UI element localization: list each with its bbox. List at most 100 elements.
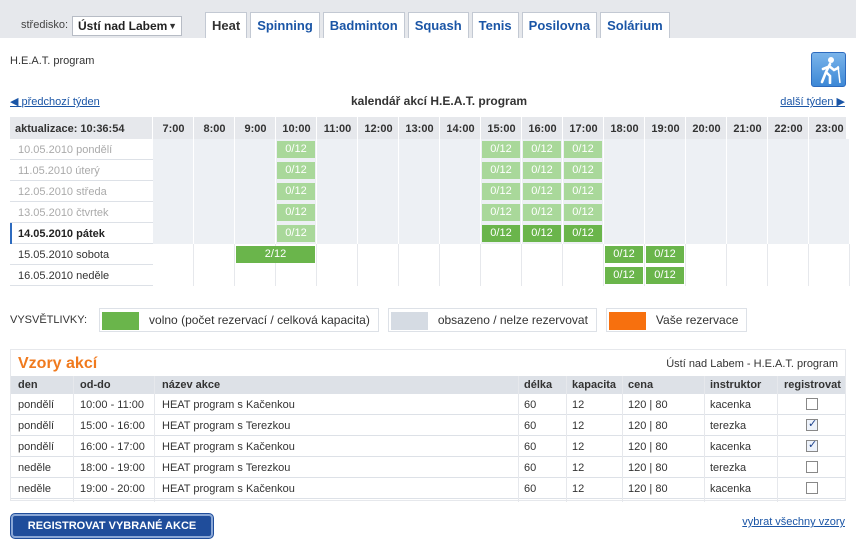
time-cell bbox=[727, 265, 768, 286]
day-label: 13.05.2010 čtvrtek bbox=[18, 207, 109, 219]
time-cell bbox=[809, 160, 850, 181]
cell-time: 18:00 - 19:00 bbox=[80, 462, 145, 474]
table-row: neděle 19:00 - 20:00 HEAT program s Kačenk… bbox=[11, 478, 845, 499]
cell-capacity: 12 bbox=[572, 462, 585, 474]
calendar-title: kalendář akcí H.E.A.T. program bbox=[350, 94, 528, 108]
hour-header: 21:00 bbox=[733, 123, 762, 135]
time-cell bbox=[194, 244, 235, 265]
cell-instructor: terezka bbox=[710, 420, 747, 432]
time-cell bbox=[768, 160, 809, 181]
next-week-link[interactable]: další týden ▶ bbox=[780, 96, 845, 108]
column-header: cena bbox=[628, 379, 654, 391]
event-slot: 0/12 bbox=[277, 204, 315, 221]
tab-3[interactable]: Squash bbox=[407, 12, 469, 38]
grid-divider bbox=[521, 117, 522, 139]
cell-den: neděle bbox=[18, 483, 52, 495]
column-header: kapacita bbox=[572, 379, 617, 391]
day-row: 13.05.2010 čtvrtek 0/12 0/12 0/12 0/12 bbox=[10, 202, 850, 223]
time-cell bbox=[645, 223, 686, 244]
time-cell bbox=[440, 223, 481, 244]
time-cell bbox=[235, 265, 276, 286]
cell-name: HEAT program s Terezkou bbox=[162, 462, 291, 474]
time-cell bbox=[809, 202, 850, 223]
time-cell bbox=[358, 223, 399, 244]
time-cell bbox=[645, 181, 686, 202]
time-cell bbox=[276, 265, 317, 286]
register-checkbox[interactable] bbox=[806, 438, 818, 452]
event-slot[interactable]: 0/12 bbox=[646, 267, 684, 284]
event-slot[interactable]: 0/12 bbox=[523, 225, 561, 242]
grid-divider bbox=[603, 117, 604, 139]
time-cell bbox=[317, 181, 358, 202]
legend-label: volno (počet rezervací / celková kapacit… bbox=[149, 313, 370, 327]
grid-divider bbox=[685, 117, 686, 139]
hour-header: 12:00 bbox=[364, 123, 393, 135]
register-selected-button[interactable]: REGISTROVAT VYBRANÉ AKCE bbox=[11, 514, 213, 538]
event-slot[interactable]: 0/12 bbox=[605, 267, 643, 284]
time-cell bbox=[317, 265, 358, 286]
column-header: název akce bbox=[162, 379, 221, 391]
center-select-value: Ústí nad Labem bbox=[78, 19, 168, 33]
tab-0[interactable]: Heat bbox=[205, 12, 248, 38]
register-checkbox[interactable] bbox=[806, 461, 818, 473]
tab-1[interactable]: Spinning bbox=[250, 12, 320, 38]
event-slot: 0/12 bbox=[564, 183, 602, 200]
time-cell bbox=[809, 265, 850, 286]
tab-6[interactable]: Solárium bbox=[600, 12, 670, 38]
table-row: pondělí 10:00 - 11:00 HEAT program s Kačen… bbox=[11, 394, 845, 415]
event-slot[interactable]: 0/12 bbox=[605, 246, 643, 263]
time-cell bbox=[194, 223, 235, 244]
time-cell bbox=[194, 139, 235, 160]
time-cell bbox=[604, 139, 645, 160]
time-cell bbox=[481, 244, 522, 265]
tab-5[interactable]: Posilovna bbox=[521, 12, 598, 38]
time-cell bbox=[235, 223, 276, 244]
hour-header: 13:00 bbox=[405, 123, 434, 135]
time-cell bbox=[235, 139, 276, 160]
person-walking-icon[interactable] bbox=[811, 52, 846, 87]
event-slot[interactable]: 0/12 bbox=[646, 246, 684, 263]
event-slot: 0/12 bbox=[277, 183, 315, 200]
event-slot: 0/12 bbox=[482, 141, 520, 158]
time-cell bbox=[645, 139, 686, 160]
event-slot[interactable]: 0/12 bbox=[482, 225, 520, 242]
time-cell bbox=[440, 139, 481, 160]
time-cell bbox=[727, 223, 768, 244]
register-checkbox[interactable] bbox=[806, 398, 818, 410]
time-cell bbox=[440, 160, 481, 181]
cell-den: neděle bbox=[18, 462, 52, 474]
register-checkbox[interactable] bbox=[806, 482, 818, 494]
register-checkbox[interactable] bbox=[806, 417, 818, 431]
time-cell bbox=[440, 202, 481, 223]
time-cell bbox=[317, 139, 358, 160]
tab-4[interactable]: Tenis bbox=[471, 12, 519, 38]
prev-week-link[interactable]: ◀ předchozí týden bbox=[10, 96, 100, 108]
time-cell bbox=[768, 265, 809, 286]
event-slot[interactable]: 2/12 bbox=[236, 246, 315, 263]
column-divider bbox=[154, 376, 155, 502]
day-label: 14.05.2010 pátek bbox=[18, 228, 105, 240]
time-cell bbox=[686, 160, 727, 181]
tab-2[interactable]: Badminton bbox=[322, 12, 405, 38]
table-row: pondělí 16:00 - 17:00 HEAT program s Kačen… bbox=[11, 436, 845, 457]
time-cell bbox=[235, 202, 276, 223]
time-cell bbox=[358, 139, 399, 160]
cell-instructor: kacenka bbox=[710, 441, 751, 453]
select-all-link[interactable]: vybrat všechny vzory bbox=[742, 516, 845, 528]
cell-time: 10:00 - 11:00 bbox=[80, 399, 145, 411]
time-cell bbox=[235, 160, 276, 181]
legend-title: VYSVĚTLIVKY: bbox=[10, 314, 88, 326]
cell-instructor: kacenka bbox=[710, 483, 751, 495]
time-cell bbox=[768, 223, 809, 244]
time-cell bbox=[686, 181, 727, 202]
time-cell bbox=[809, 244, 850, 265]
grid-divider bbox=[439, 117, 440, 139]
time-cell bbox=[686, 139, 727, 160]
cell-instructor: terezka bbox=[710, 462, 747, 474]
legend-swatch bbox=[608, 312, 646, 330]
center-select[interactable]: Ústí nad Labem ▼ bbox=[72, 16, 182, 36]
cell-length: 60 bbox=[524, 462, 537, 474]
cell-capacity: 12 bbox=[572, 399, 585, 411]
hour-header: 22:00 bbox=[774, 123, 803, 135]
event-slot[interactable]: 0/12 bbox=[564, 225, 602, 242]
